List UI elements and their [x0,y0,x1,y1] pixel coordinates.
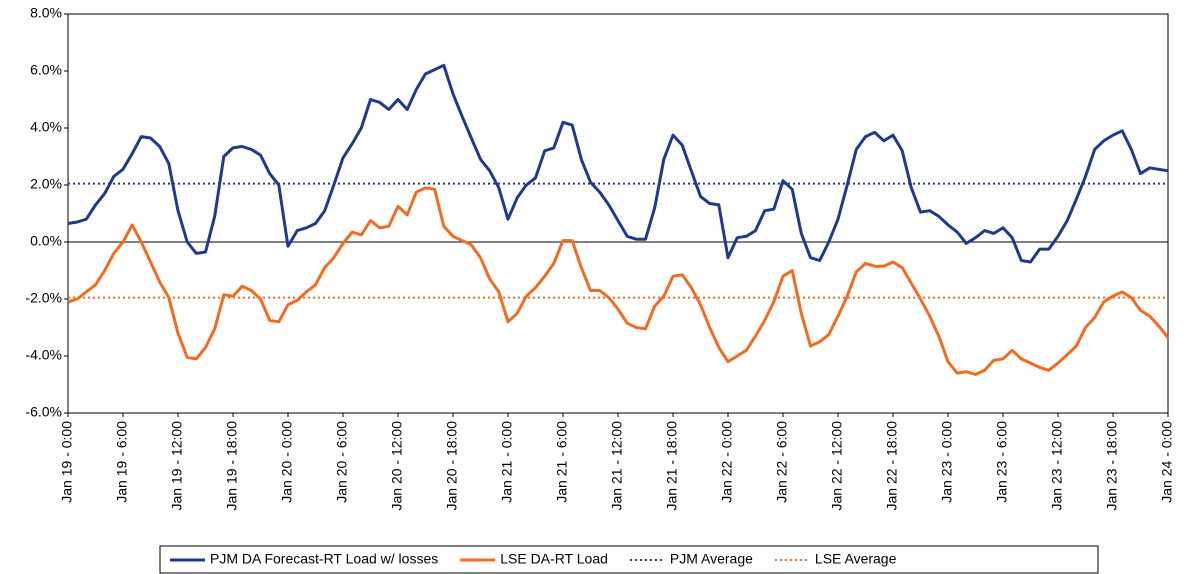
y-tick-label: -6.0% [25,404,62,420]
x-tick-label: Jan 22 - 12:00 [829,421,845,511]
x-tick-label: Jan 21 - 0:00 [499,421,515,503]
x-tick-label: Jan 23 - 18:00 [1104,421,1120,511]
x-tick-label: Jan 19 - 12:00 [169,421,185,511]
x-tick-label: Jan 20 - 6:00 [334,421,350,503]
plot-frame [67,13,1169,414]
y-tick-label: 4.0% [30,119,62,135]
x-tick-label: Jan 20 - 18:00 [444,421,460,511]
y-tick-label: 8.0% [30,5,62,21]
legend-label: PJM DA Forecast-RT Load w/ losses [210,551,438,567]
x-tick-label: Jan 23 - 12:00 [1049,421,1065,511]
x-tick-label: Jan 23 - 6:00 [994,421,1010,503]
y-tick-label: 2.0% [30,176,62,192]
legend-label: PJM Average [670,551,753,567]
x-tick-label: Jan 19 - 6:00 [114,421,130,503]
legend: PJM DA Forecast-RT Load w/ losses LSE DA-… [159,545,1099,574]
legend-box [159,545,1099,574]
series-line [67,63,1169,264]
x-tick-label: Jan 21 - 18:00 [664,421,680,511]
legend-label: LSE DA-RT Load [500,551,608,567]
series-line [67,186,1170,376]
x-tick-label: Jan 23 - 0:00 [939,421,955,503]
x-tick-label: Jan 19 - 18:00 [224,421,240,511]
x-tick-label: Jan 21 - 6:00 [554,421,570,503]
y-tick-label: -4.0% [25,347,62,363]
x-tick-label: Jan 21 - 12:00 [609,421,625,511]
y-tick-label: -2.0% [25,290,62,306]
x-tick-label: Jan 22 - 6:00 [774,421,790,503]
x-tick-label: Jan 22 - 18:00 [884,421,900,511]
y-tick-label: 6.0% [30,62,62,78]
x-tick-label: Jan 22 - 0:00 [719,421,735,503]
legend-label: LSE Average [815,551,897,567]
x-tick-label: Jan 20 - 0:00 [279,421,295,503]
y-tick-label: 0.0% [30,233,62,249]
x-tick-label: Jan 19 - 0:00 [59,421,75,503]
x-tick-label: Jan 20 - 12:00 [389,421,405,511]
x-tick-label: Jan 24 - 0:00 [1159,421,1175,503]
